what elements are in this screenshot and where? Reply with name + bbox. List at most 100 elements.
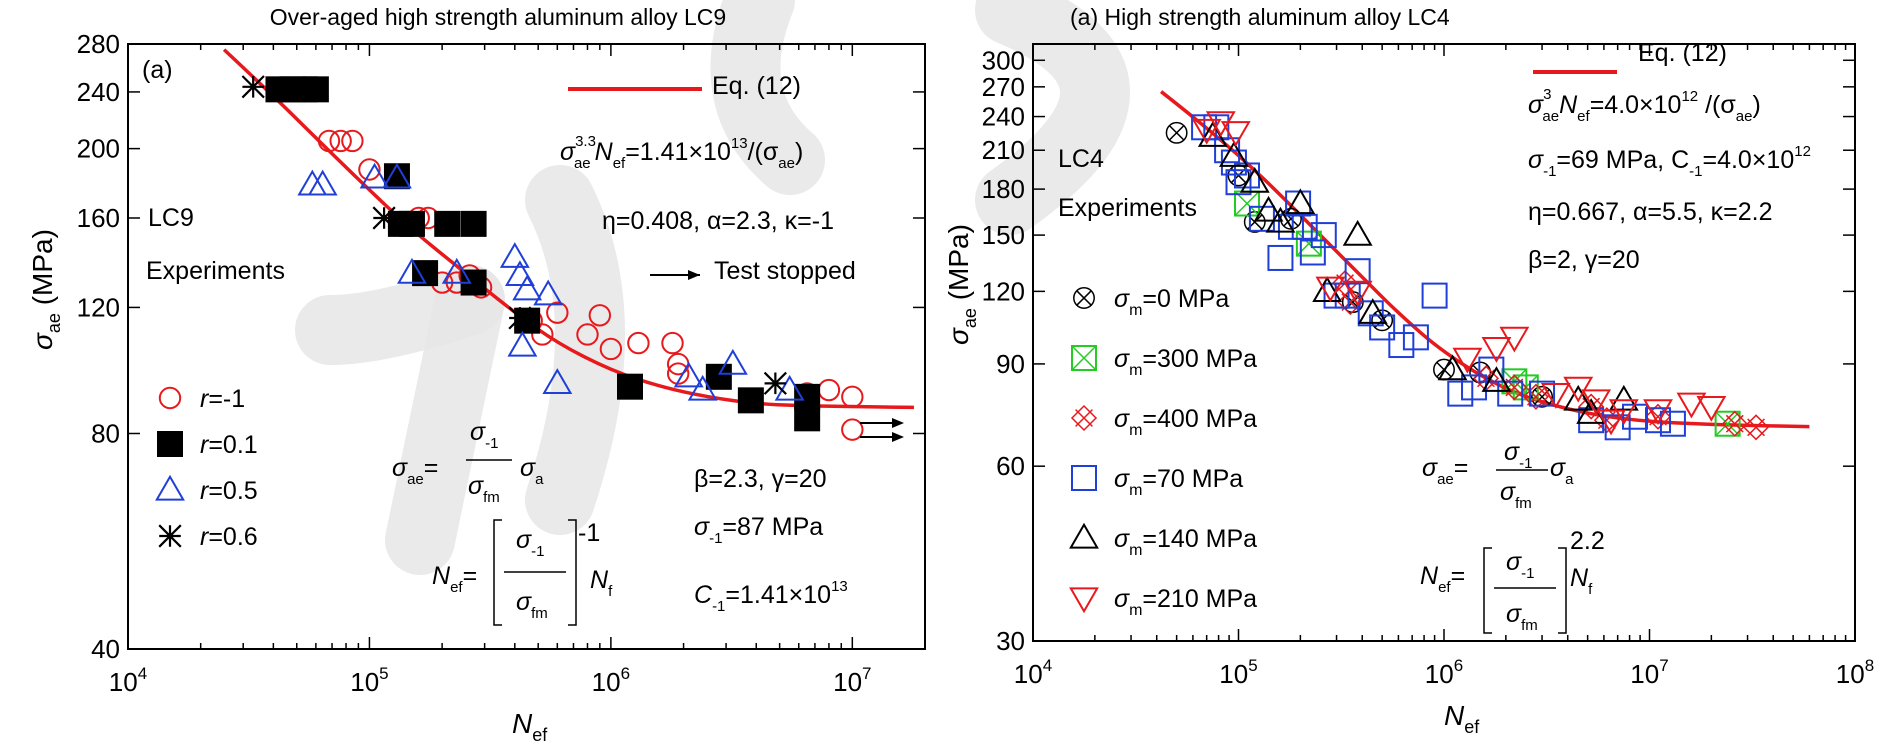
data-point [1742, 414, 1770, 441]
data-point [1645, 407, 1672, 434]
data-point [666, 362, 690, 385]
material-label: LC4 [1058, 145, 1104, 173]
y-tick-label: 80 [91, 418, 120, 448]
data-point [1714, 410, 1741, 437]
watermark [295, 0, 1130, 575]
svg-text:σ-1: σ-1 [1504, 438, 1532, 472]
legend-marker [158, 524, 182, 548]
data-point [1239, 167, 1270, 193]
data-point [507, 330, 538, 357]
test-stopped-arrowhead [688, 270, 700, 280]
data-point [1478, 356, 1505, 383]
x-tick-label: 106 [1425, 656, 1463, 689]
data-point [1421, 282, 1448, 309]
svg-text:σfm: σfm [516, 588, 548, 622]
legend-entry: σm=400 MPa [1070, 404, 1257, 439]
legend-label: σm=140 MPa [1114, 525, 1257, 559]
data-point [412, 260, 439, 287]
data-point [1342, 219, 1373, 246]
x-tick-label: 105 [1219, 656, 1257, 689]
data-point [1447, 380, 1474, 407]
x-axis-label: Nef [512, 708, 548, 745]
svg-text:σ-1: σ-1 [516, 526, 544, 560]
y-tick-label: 300 [982, 45, 1025, 75]
chart-title: Over-aged high strength aluminum alloy L… [270, 4, 726, 30]
data-point [372, 206, 396, 230]
c-minus1-value: C-1=1.41×1013 [694, 578, 848, 615]
y-tick-label: 90 [996, 349, 1025, 379]
svg-text:Nef=: Nef= [432, 562, 477, 596]
data-point [434, 210, 461, 237]
legend-marker [158, 386, 182, 410]
legend-label: r=-1 [200, 385, 245, 413]
legend-marker [1071, 465, 1097, 491]
data-point [383, 163, 410, 190]
data-point [1299, 239, 1326, 266]
panel-label: (a) [142, 56, 173, 84]
experiments-label: Experiments [1058, 194, 1197, 222]
experiments-label: Experiments [146, 257, 285, 285]
x-axis-label-sub: ef [532, 725, 548, 745]
legend-label: r=0.5 [200, 477, 258, 505]
y-tick-label: 200 [77, 134, 120, 164]
legend-marker [1069, 522, 1099, 549]
data-point [1659, 410, 1686, 437]
data-point [1563, 376, 1594, 403]
data-point [1265, 206, 1296, 233]
data-point [1499, 326, 1530, 353]
data-point [499, 242, 530, 268]
svg-text:-1: -1 [578, 519, 600, 547]
data-point [1696, 395, 1727, 422]
y-tick-label: 210 [982, 135, 1025, 165]
data-point [1357, 298, 1388, 324]
data-point [546, 301, 569, 324]
data-point [1643, 399, 1673, 426]
data-point [673, 361, 704, 388]
legend-marker [1073, 287, 1095, 309]
formula-n-ef: Nef= σ-1 σfm -1 Nf [432, 519, 613, 626]
test-stopped-label: Test stopped [714, 257, 856, 285]
data-point [1529, 380, 1556, 407]
legend-label: r=0.6 [200, 523, 258, 551]
data-point [542, 368, 573, 394]
y-axis-label-var: σ [27, 332, 58, 350]
data-point [1563, 384, 1594, 411]
x-tick-label: 104 [109, 664, 147, 697]
data-point [627, 331, 650, 355]
x-tick-label: 107 [833, 664, 871, 697]
legend-label: σm=210 MPa [1114, 585, 1257, 619]
data-point [817, 378, 841, 402]
data-point [533, 279, 564, 306]
legend-marker [1069, 587, 1099, 614]
legend-label: σm=0 MPa [1114, 285, 1229, 319]
legend-entry: σm=140 MPa [1069, 522, 1257, 559]
svg-text:σ-1: σ-1 [470, 418, 498, 452]
data-point [794, 383, 821, 410]
fit-curve [222, 48, 914, 410]
data-point [1344, 258, 1371, 285]
legend-fit-label: Eq. (12) [712, 72, 801, 100]
svg-text:σa: σa [1550, 454, 1574, 488]
data-point [397, 257, 427, 284]
y-tick-label: 240 [982, 102, 1025, 132]
legend-label: σm=70 MPa [1114, 465, 1243, 499]
data-point [341, 129, 364, 153]
x-axis-label: Nef [1444, 700, 1480, 737]
params-eta-alpha-kappa: η=0.667, α=5.5, κ=2.2 [1528, 198, 1773, 226]
data-point [1253, 195, 1284, 222]
legend-label: σm=300 MPa [1114, 345, 1257, 379]
y-tick-label: 160 [77, 203, 120, 233]
data-point [1285, 188, 1316, 215]
data-point [1676, 392, 1707, 419]
data-point [359, 162, 390, 189]
data-point [1218, 141, 1249, 167]
svg-text:σfm: σfm [468, 472, 500, 506]
data-point [398, 210, 425, 237]
data-point [512, 274, 543, 301]
data-point [531, 323, 554, 346]
x-axis-label-var: N [1444, 700, 1465, 731]
data-point [1220, 121, 1251, 147]
y-axis-label-sub: ae [960, 308, 980, 328]
data-point [329, 129, 352, 153]
